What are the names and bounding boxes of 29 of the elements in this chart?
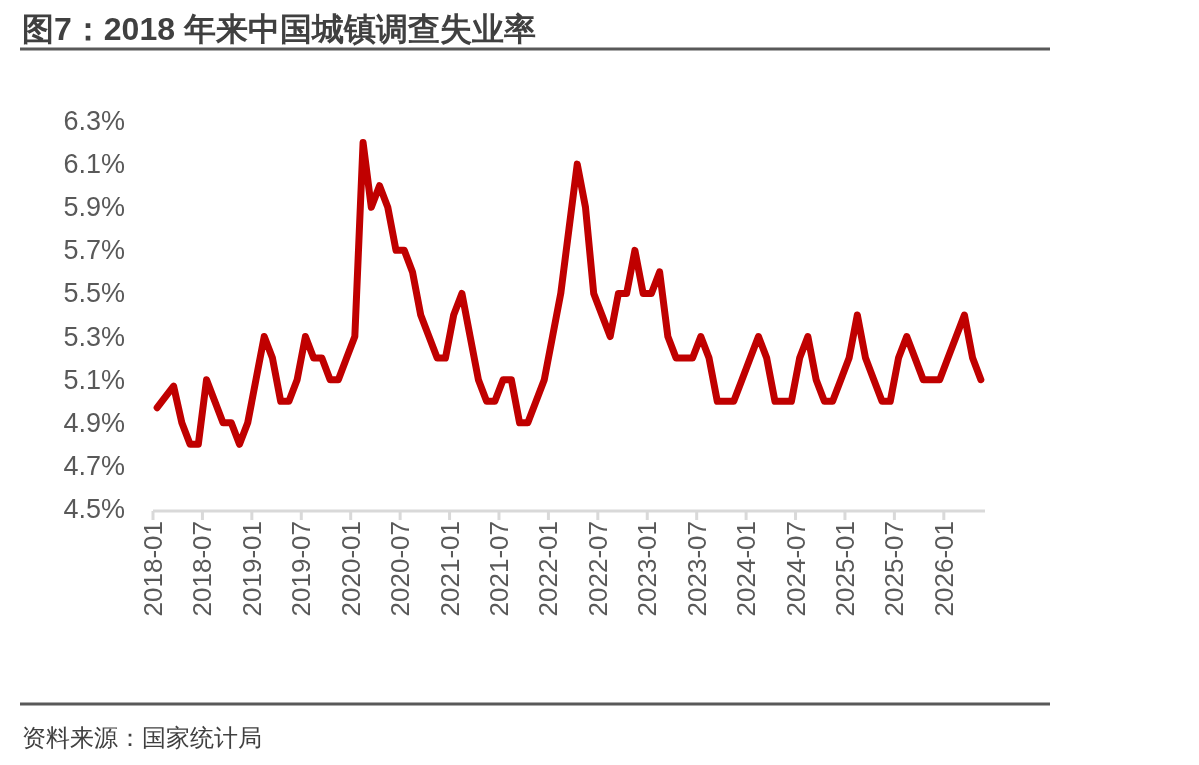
xtick: 2023-01 (632, 521, 663, 617)
xtick: 2019-01 (236, 521, 267, 617)
xtick: 2025-01 (829, 521, 860, 617)
ytick: 5.7% (63, 235, 125, 266)
xtick: 2020-01 (335, 521, 366, 617)
xtick: 2018-01 (138, 521, 168, 617)
ytick: 4.5% (63, 494, 125, 524)
xtick: 2020-07 (385, 521, 416, 617)
ytick: 4.9% (63, 407, 125, 438)
xtick: 2022-07 (582, 521, 613, 617)
ytick: 6.1% (63, 149, 125, 180)
xtick: 2026-01 (928, 521, 959, 617)
title: 图7：2018 年来中国城镇调查失业率 (22, 11, 536, 47)
xtick: 2018-07 (187, 521, 218, 617)
ytick: 5.3% (63, 321, 125, 352)
ytick: 4.7% (63, 450, 125, 481)
xtick: 2025-07 (879, 521, 910, 617)
ytick: 5.1% (63, 364, 125, 395)
xtick: 2023-07 (681, 521, 712, 617)
ytick: 6.3% (63, 106, 125, 136)
xtick: 2021-07 (484, 521, 514, 617)
xtick: 2024-01 (731, 521, 762, 617)
ytick: 5.9% (63, 192, 125, 223)
xtick: 2022-01 (533, 521, 564, 617)
annotation: 资料来源：国家统计局 (22, 724, 262, 751)
ytick: 5.5% (63, 278, 125, 309)
xtick: 2021-01 (434, 521, 465, 617)
xtick: 2024-07 (780, 521, 811, 617)
xtick: 2019-07 (286, 521, 317, 617)
